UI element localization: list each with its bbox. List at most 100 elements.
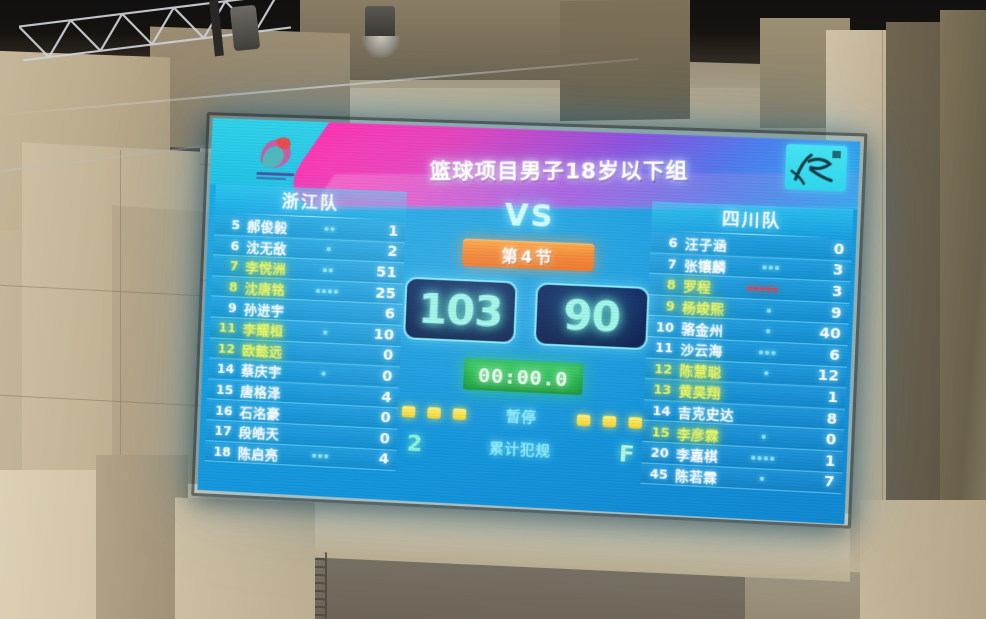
player-points: 2 <box>386 243 398 261</box>
player-number: 13 <box>653 381 672 398</box>
away-team-roster: 6 汪子涵 0 7 张镶麟 3 8 罗程 3 9 杨竣熙 9 10 骆金州 40 11 沙云海 6 12 陈慧聪 12 1… <box>640 231 853 495</box>
quarter-badge: 第4节 <box>462 238 595 272</box>
player-foul-dots <box>724 306 813 314</box>
player-points: 0 <box>382 347 394 365</box>
player-name: 欧懿远 <box>241 343 283 361</box>
foul-dot-icon <box>765 329 770 334</box>
timeout-indicator <box>628 416 643 429</box>
foul-dot-icon <box>321 288 326 293</box>
player-points: 8 <box>826 410 838 428</box>
team-fouls-row: 2 累计犯规 F <box>396 428 645 471</box>
player-name: 汪子涵 <box>684 237 728 255</box>
foul-dot-icon <box>763 371 769 376</box>
player-name: 李耀桓 <box>242 323 284 340</box>
player-foul-dots <box>726 264 815 272</box>
player-name: 罗程 <box>682 279 712 297</box>
player-points: 40 <box>819 325 842 343</box>
player-foul-dots <box>283 351 366 355</box>
vs-label: VS <box>503 197 556 236</box>
player-foul-dots <box>734 414 808 418</box>
player-name: 石洺豪 <box>239 405 281 423</box>
foul-dot-icon <box>768 265 773 271</box>
player-points: 1 <box>387 223 399 240</box>
player-number: 8 <box>666 277 677 293</box>
score-row: 103 90 <box>401 276 652 351</box>
page-title: 篮球项目男子18岁以下组 <box>429 158 689 184</box>
player-points: 1 <box>824 452 836 470</box>
player-number: 20 <box>650 444 670 461</box>
player-name: 沙云海 <box>680 342 723 361</box>
player-foul-dots <box>278 452 361 460</box>
wall-block-bottom-right <box>860 500 986 619</box>
player-points: 10 <box>373 326 395 344</box>
games-emblem-logo <box>256 136 295 181</box>
foul-dot-icon <box>759 476 764 482</box>
player-name: 郝俊毅 <box>246 219 289 237</box>
board-header: 篮球项目男子18岁以下组 <box>209 118 861 210</box>
away-team-fouls: F <box>618 441 635 468</box>
foul-dot-icon <box>766 308 771 313</box>
timeout-indicator <box>427 406 441 419</box>
player-number: 14 <box>652 402 671 419</box>
timeout-indicator <box>602 415 617 427</box>
player-number: 18 <box>213 443 232 460</box>
wall-seam-vertical <box>120 150 121 550</box>
player-name: 蔡庆宇 <box>240 364 283 382</box>
foul-dot-icon <box>758 350 763 355</box>
player-number: 9 <box>665 298 676 314</box>
player-foul-dots <box>723 348 812 356</box>
player-name: 唐格泽 <box>240 384 282 402</box>
player-points: 0 <box>833 241 845 259</box>
player-foul-dots <box>287 246 370 254</box>
player-points: 0 <box>381 368 393 385</box>
foul-dot-icon <box>774 266 779 271</box>
player-foul-dots <box>719 433 808 441</box>
player-foul-dots <box>285 287 368 295</box>
wall-block-bottom-mid <box>175 497 315 619</box>
event-calligraphy-logo <box>784 143 848 192</box>
player-number: 11 <box>654 339 674 356</box>
player-name: 杨竣熙 <box>681 300 725 319</box>
player-points: 0 <box>825 431 837 449</box>
player-points: 9 <box>830 304 842 322</box>
led-scoreboard[interactable]: 篮球项目男子18岁以下组 浙江队 5 郝俊毅 1 6 沈无敌 2 7 李悦洲 51 8 沈唐铭 25 9… <box>197 118 861 525</box>
foul-dot-icon <box>327 288 332 294</box>
player-points: 6 <box>384 306 396 323</box>
player-name: 骆金州 <box>680 321 724 340</box>
foul-dot-icon <box>760 286 765 291</box>
foul-dot-icon <box>761 434 766 440</box>
timeout-label: 暂停 <box>505 408 538 427</box>
away-score-box: 90 <box>533 282 650 351</box>
timeout-row: 暂停 <box>398 402 647 432</box>
player-points: 6 <box>828 347 841 365</box>
player-number: 14 <box>216 361 235 377</box>
player-name: 沈唐铭 <box>244 281 286 299</box>
player-foul-dots <box>279 434 362 438</box>
home-team-panel: 浙江队 5 郝俊毅 1 6 沈无敌 2 7 李悦洲 51 8 沈唐铭 25 9 孙进宇 6 11 李耀桓 10 12… <box>203 184 408 500</box>
foul-dot-icon <box>764 350 770 355</box>
player-number: 10 <box>655 318 675 335</box>
home-timeout-indicators <box>401 405 467 420</box>
foul-dot-icon <box>763 455 768 461</box>
timeout-indicator <box>452 407 467 420</box>
player-foul-dots <box>288 225 371 232</box>
player-number: 12 <box>217 340 236 357</box>
player-number: 7 <box>667 256 678 272</box>
center-scoreboard-panel: VS 第4节 103 90 00:00.0 暂停 2 累计犯规 F <box>394 188 655 514</box>
stage-light-icon <box>229 4 261 52</box>
player-points: 4 <box>380 389 392 406</box>
player-foul-dots <box>717 475 806 484</box>
player-foul-dots <box>283 328 366 336</box>
player-name: 吉克史达 <box>677 405 735 425</box>
away-team-panel: 四川队 6 汪子涵 0 7 张镶麟 3 8 罗程 3 9 杨竣熙 9 10 骆金州 40 11 沙云海 6 12 陈慧… <box>639 201 854 524</box>
player-foul-dots <box>282 370 365 378</box>
player-number: 11 <box>218 319 237 336</box>
foul-dot-icon <box>311 453 316 459</box>
player-foul-dots <box>284 310 367 314</box>
player-number: 15 <box>651 423 671 440</box>
foul-dot-icon <box>328 268 333 273</box>
player-points: 3 <box>832 262 844 280</box>
foul-dot-icon <box>771 350 776 355</box>
player-number: 17 <box>214 422 233 439</box>
